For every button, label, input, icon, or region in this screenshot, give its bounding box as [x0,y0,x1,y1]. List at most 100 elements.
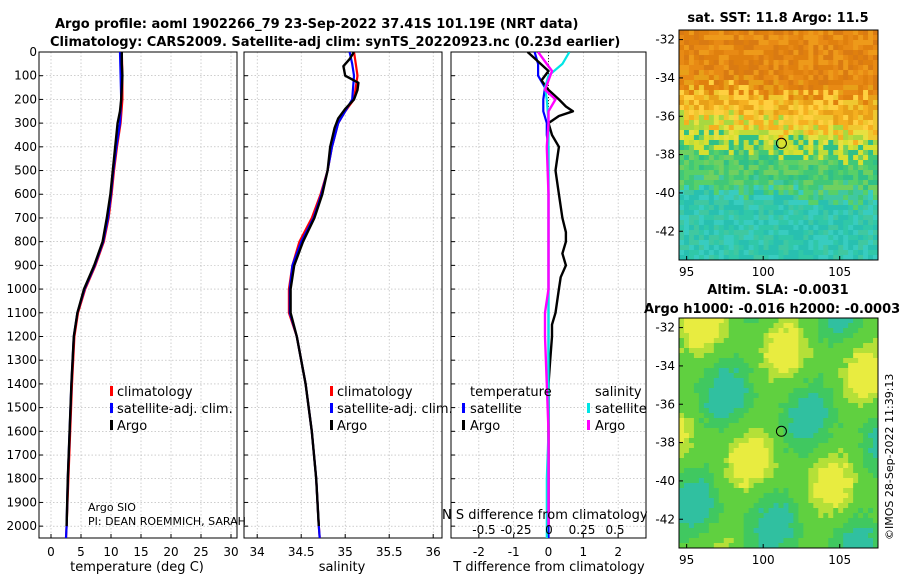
map-cell [873,145,878,151]
map-cell [843,333,849,339]
map-cell [828,150,834,156]
map-cell [803,250,809,256]
map-cell [793,503,799,509]
map-cell [813,473,819,479]
map-cell [738,348,745,354]
map-cell [823,185,829,191]
map-cell [828,518,834,524]
map-cell [838,70,844,76]
map-cell [733,225,740,231]
map-cell [703,205,710,211]
map-cell [803,498,809,504]
map-cell [758,393,765,399]
map-cell [803,413,809,419]
map-cell [693,70,700,76]
map-cell [688,378,695,384]
map-cell [808,70,814,76]
map-cell [818,230,824,236]
map-cell [868,538,874,544]
map-cell [753,463,760,469]
map-cell [798,60,804,66]
map-cell [698,195,705,201]
map-cell [868,65,874,71]
map-cell [718,528,725,534]
map-cell [718,493,725,499]
map-cell [713,70,720,76]
map-cell [823,358,829,364]
map-cell [723,458,730,464]
map-cell [808,175,814,181]
map-cell [753,145,760,151]
map-cell [743,175,750,181]
map-cell [813,338,819,344]
map-cell [733,80,740,86]
map-cell [773,358,780,364]
map-cell [768,55,775,61]
map-cell [733,408,740,414]
map-cell [853,50,859,56]
map-cell [843,220,849,226]
map-cell [873,428,878,434]
map-cell [868,165,874,171]
map-cell [823,110,829,116]
map-cell [679,543,685,548]
map-cell [833,240,839,246]
map-cell [713,473,720,479]
map-cell [788,478,795,484]
map-cell [863,180,869,186]
sst-map-frame [678,29,879,261]
map-cell [823,65,829,71]
map-cell [693,125,700,131]
map-cell [768,135,775,141]
map-cell [868,250,874,256]
map-cell [723,140,730,146]
salinity-series-argo [289,52,360,527]
difference-legend: temperature satellite Argo salinity sate… [462,385,647,434]
map-cell [758,413,765,419]
map-cell [723,145,730,151]
map-cell [843,235,849,241]
map-cell [753,403,760,409]
map-cell [833,185,839,191]
map-cell [743,95,750,101]
map-cell [708,438,715,444]
map-cell [738,30,745,36]
map-cell [848,373,854,379]
map-cell [828,528,834,534]
map-cell [863,145,869,151]
map-cell [773,338,780,344]
map-cell [693,40,700,46]
map-cell [868,333,874,339]
map-cell [773,418,780,424]
map-cell [818,225,824,231]
map-cell [679,353,685,359]
map-xtick-label: 105 [828,553,851,567]
map-cell [803,438,809,444]
map-cell [848,145,854,151]
map-cell [763,150,770,156]
map-cell [743,393,750,399]
map-cell [743,210,750,216]
map-cell [813,130,819,136]
map-cell [793,225,799,231]
map-cell [783,215,790,221]
map-cell [743,388,750,394]
map-cell [833,428,839,434]
map-cell [768,438,775,444]
map-cell [788,80,795,86]
map-cell [803,318,809,324]
map-xtick-label: 95 [679,553,694,567]
map-cell [803,105,809,111]
map-cell [718,453,725,459]
map-cell [768,348,775,354]
salinity-difference-tick-label: 0 [545,523,553,537]
map-cell [863,35,869,41]
map-cell [823,378,829,384]
map-cell [828,398,834,404]
map-cell [863,428,869,434]
map-cell [848,130,854,136]
map-cell [698,225,705,231]
map-cell [868,120,874,126]
map-cell [813,30,819,36]
temperature-panel: 0 5 10 15 20 25 30 [38,51,239,559]
